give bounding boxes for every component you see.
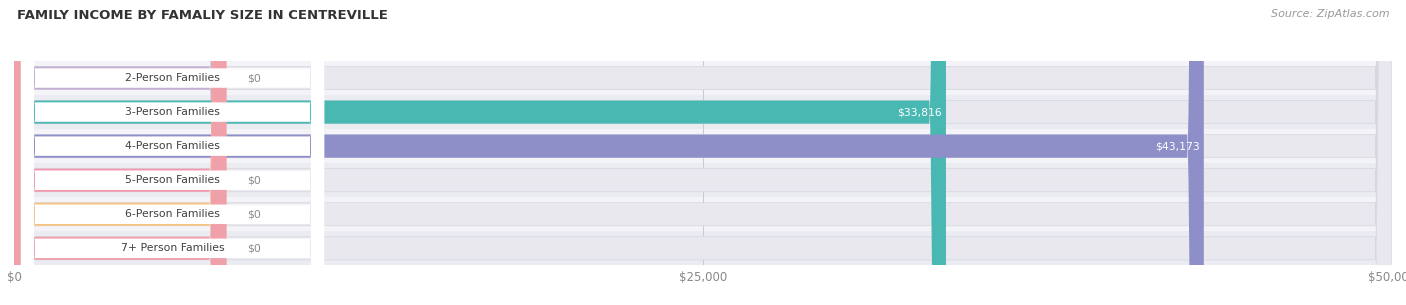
- Bar: [14, 61, 1392, 95]
- Text: FAMILY INCOME BY FAMALIY SIZE IN CENTREVILLE: FAMILY INCOME BY FAMALIY SIZE IN CENTREV…: [17, 9, 388, 22]
- FancyBboxPatch shape: [21, 0, 325, 305]
- FancyBboxPatch shape: [14, 0, 1392, 305]
- FancyBboxPatch shape: [21, 0, 325, 305]
- Text: $0: $0: [247, 209, 260, 219]
- Text: 4-Person Families: 4-Person Families: [125, 141, 219, 151]
- Text: $43,173: $43,173: [1154, 141, 1199, 151]
- FancyBboxPatch shape: [14, 0, 1392, 305]
- FancyBboxPatch shape: [14, 0, 1392, 305]
- FancyBboxPatch shape: [14, 0, 1392, 305]
- Text: 3-Person Families: 3-Person Families: [125, 107, 219, 117]
- FancyBboxPatch shape: [14, 0, 946, 305]
- Text: $0: $0: [247, 175, 260, 185]
- Bar: [14, 231, 1392, 265]
- FancyBboxPatch shape: [14, 0, 226, 305]
- FancyBboxPatch shape: [14, 0, 1392, 305]
- Text: 6-Person Families: 6-Person Families: [125, 209, 219, 219]
- FancyBboxPatch shape: [21, 0, 325, 305]
- FancyBboxPatch shape: [14, 0, 226, 305]
- FancyBboxPatch shape: [21, 0, 325, 305]
- Text: 2-Person Families: 2-Person Families: [125, 73, 219, 83]
- Bar: [14, 129, 1392, 163]
- Bar: [14, 197, 1392, 231]
- Text: Source: ZipAtlas.com: Source: ZipAtlas.com: [1271, 9, 1389, 19]
- Text: $0: $0: [247, 73, 260, 83]
- Text: 5-Person Families: 5-Person Families: [125, 175, 219, 185]
- FancyBboxPatch shape: [14, 0, 1392, 305]
- Text: $0: $0: [247, 243, 260, 253]
- FancyBboxPatch shape: [21, 0, 325, 305]
- FancyBboxPatch shape: [21, 0, 325, 305]
- FancyBboxPatch shape: [14, 0, 226, 305]
- Text: $33,816: $33,816: [897, 107, 942, 117]
- Bar: [14, 163, 1392, 197]
- Bar: [14, 95, 1392, 129]
- Text: 7+ Person Families: 7+ Person Families: [121, 243, 225, 253]
- FancyBboxPatch shape: [14, 0, 1204, 305]
- FancyBboxPatch shape: [14, 0, 226, 305]
